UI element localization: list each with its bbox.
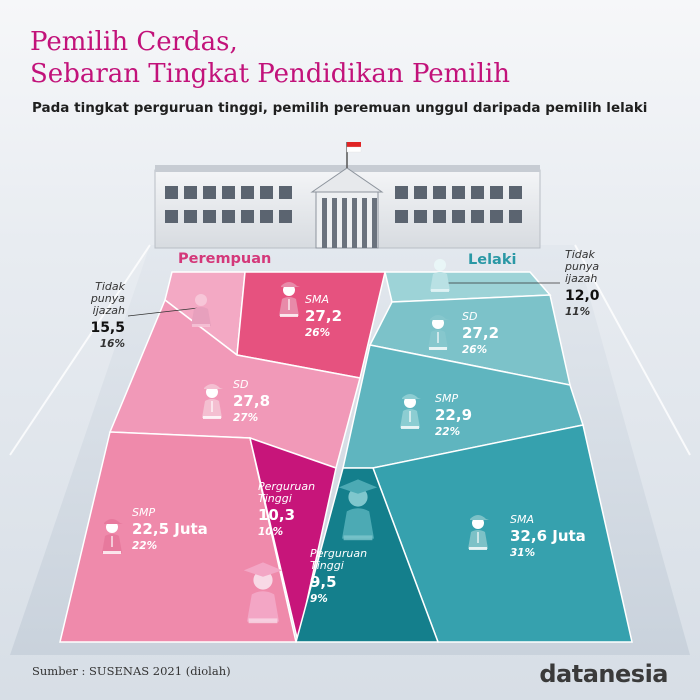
share-label: 16% [100, 338, 125, 350]
subtitle: Pada tingkat perguruan tinggi, pemilih p… [32, 100, 648, 116]
person-icon [430, 259, 450, 292]
female-cells [59, 271, 386, 643]
person-icon [468, 515, 489, 550]
cell-female-perguruan-tinggi [248, 436, 337, 643]
category-label: SD [233, 378, 248, 391]
cell-male-perguruan-tinggi [295, 467, 440, 643]
person-icon [279, 282, 300, 317]
value-label: 12,0 [565, 288, 600, 304]
voter-icons [102, 259, 489, 624]
share-label: 26% [305, 327, 330, 339]
value-label: 27,2 [305, 307, 342, 325]
page-title: Pemilih Cerdas, Sebaran Tingkat Pendidik… [30, 26, 510, 90]
court-line-right [574, 244, 691, 456]
person-icon [191, 294, 211, 327]
cell-labels: Tidak punya ijazah15,516%SMA27,226%SD27,82… [90, 248, 600, 605]
category-label: SMP [435, 392, 458, 405]
court-line-left [9, 244, 151, 456]
share-label: 9% [310, 593, 328, 605]
share-label: 22% [132, 540, 157, 552]
male-title: Lelaki [468, 252, 516, 268]
value-label: 27,8 [233, 392, 270, 410]
building-icon [154, 142, 541, 249]
category-label: SMA [305, 293, 329, 306]
category-label: SD [462, 310, 477, 323]
person-icon [102, 519, 123, 554]
male-cells [295, 271, 633, 643]
cell-label: Tidak punya ijazah 12,0 11% [564, 248, 600, 318]
value-label: 10,3 [258, 506, 295, 524]
share-label: 11% [565, 306, 590, 318]
person-icon [338, 479, 378, 541]
source-note: Sumber : SUSENAS 2021 (diolah) [32, 664, 231, 678]
value-label: 9,5 [310, 573, 337, 591]
leader-female-tidak-ijazah [127, 307, 199, 317]
value-label: 27,2 [462, 324, 499, 342]
female-title: Perempuan [178, 251, 271, 267]
value-label: 15,5 [90, 320, 125, 336]
value-label: 22,5 Juta [132, 520, 208, 538]
share-label: 31% [510, 547, 535, 559]
brand-logo: datanesia [539, 660, 668, 688]
person-icon [202, 384, 223, 419]
person-icon [428, 315, 449, 350]
category-label: Tidak punya ijazah [90, 280, 126, 317]
category-label: SMP [132, 506, 155, 519]
category-label: Tidak punya ijazah [564, 248, 599, 285]
title-line-2: Sebaran Tingkat Pendidikan Pemilih [30, 59, 510, 89]
person-icon [243, 562, 283, 624]
share-label: 10% [258, 526, 283, 538]
person-icon [400, 394, 421, 429]
category-label: Perguruan Tinggi [310, 547, 367, 572]
cell-label: Tidak punya ijazah 15,5 16% [90, 280, 126, 350]
category-label: SMA [510, 513, 534, 526]
share-label: 27% [233, 412, 258, 424]
category-label: Perguruan Tinggi [258, 480, 315, 505]
title-line-1: Pemilih Cerdas, [30, 27, 238, 57]
value-label: 22,9 [435, 406, 472, 424]
value-label: 32,6 Juta [510, 527, 586, 545]
share-label: 26% [462, 344, 487, 356]
share-label: 22% [435, 426, 460, 438]
